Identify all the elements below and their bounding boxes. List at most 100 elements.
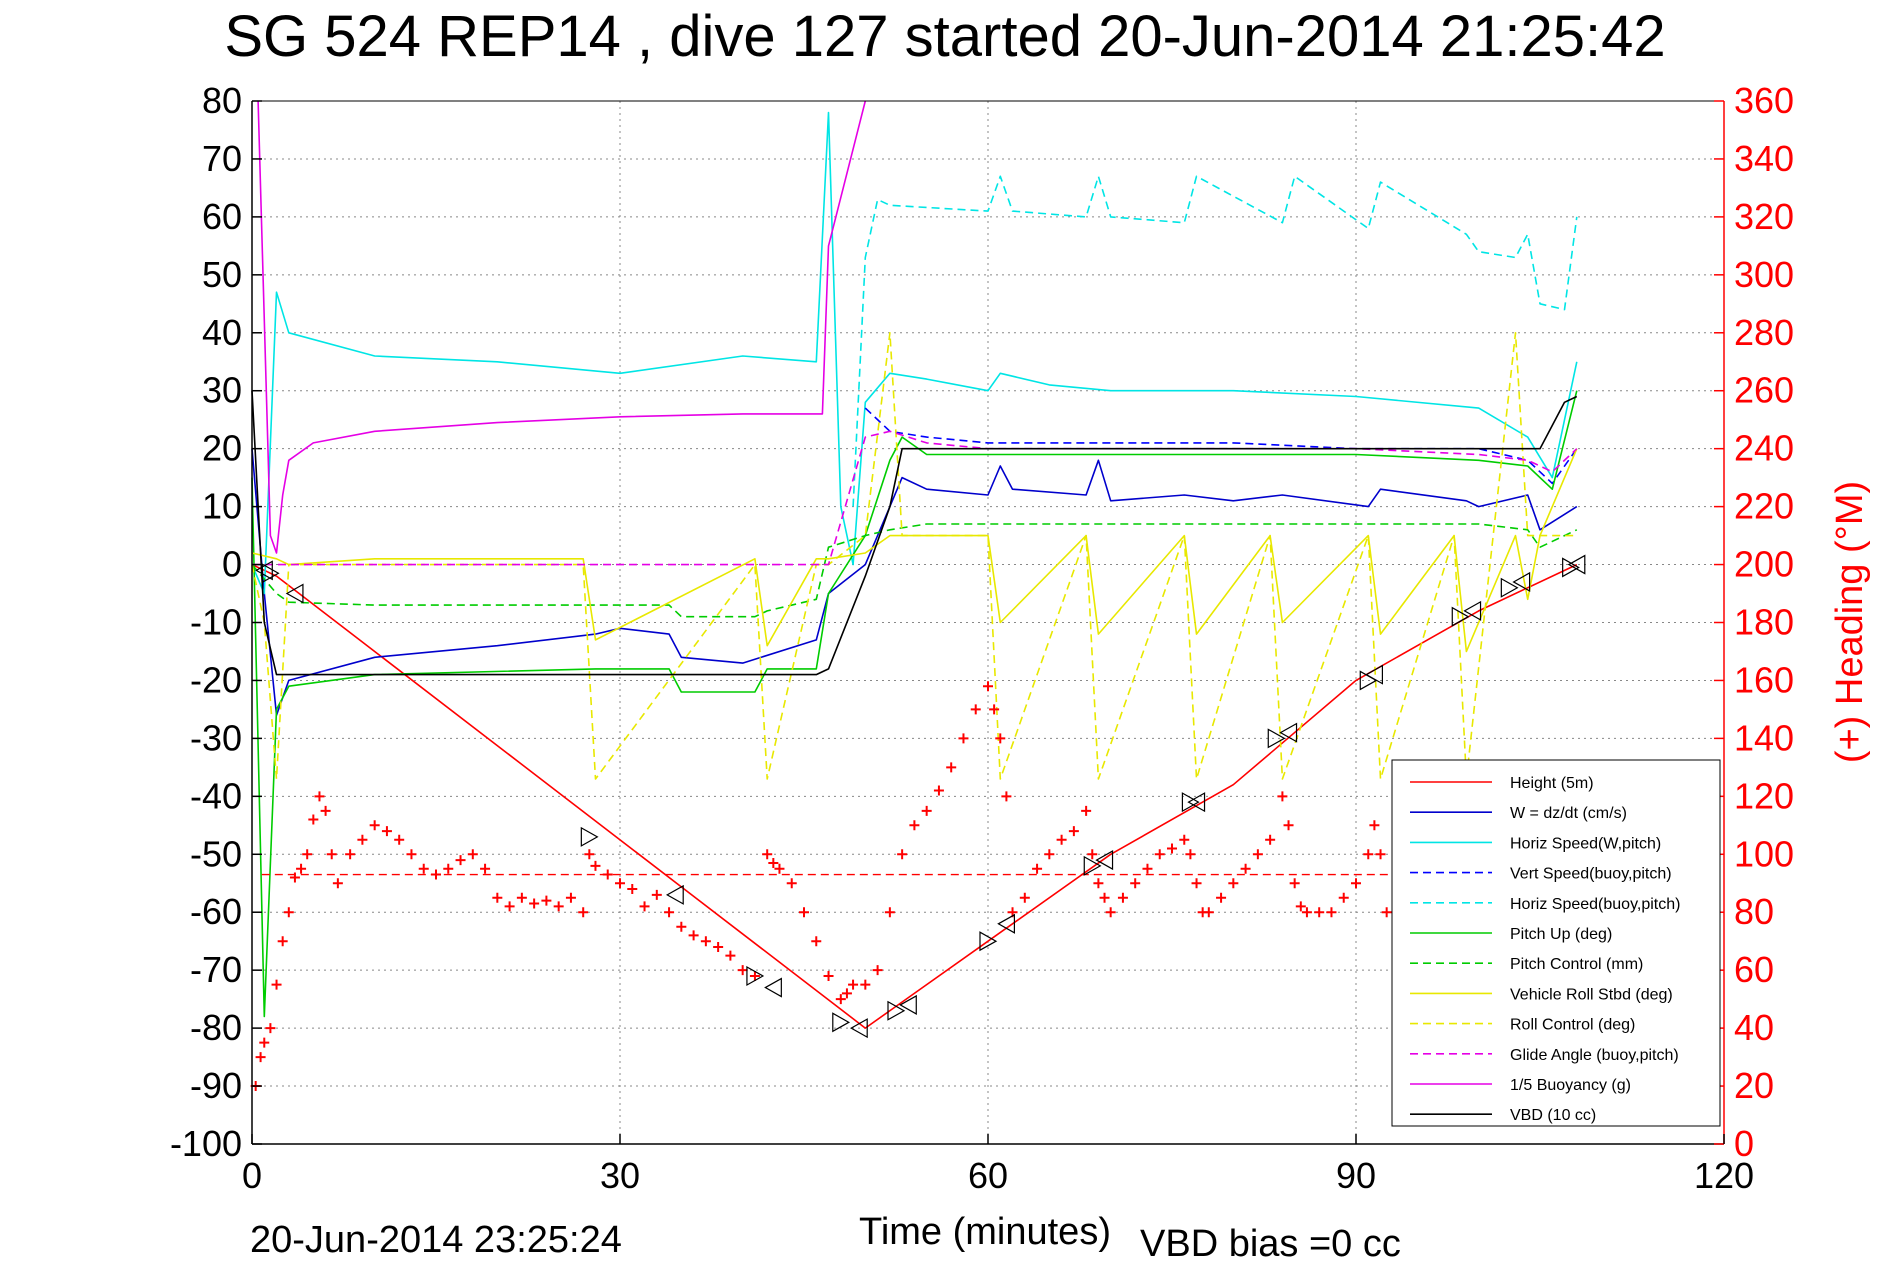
tick-label-left: 80 [202,80,242,121]
heading-point [1019,892,1030,903]
heading-point [255,1052,266,1063]
heading-point [995,733,1006,744]
heading-point [1326,907,1337,918]
heading-point [970,704,981,715]
waypoint-marker [764,977,782,998]
heading-point [1203,907,1214,918]
waypoint-marker [665,884,684,905]
legend-box [1391,759,1721,1127]
heading-point [1295,901,1306,912]
waypoint-marker [1083,855,1102,876]
heading-point [308,814,319,825]
legend-label-4: Vert Speed(buoy,pitch) [1510,866,1672,883]
heading-point [345,849,356,860]
heading-point [762,849,773,860]
heading-point [749,970,760,981]
heading-point [320,805,331,816]
tick-label-right: 20 [1734,1065,1774,1106]
heading-point [1228,878,1239,889]
legend-label-6: Pitch Up (deg) [1510,926,1612,943]
footer-timestamp: 20-Jun-2014 23:25:24 [250,1219,622,1261]
tick-label-x: 0 [242,1155,262,1196]
tick-label-left: -50 [190,833,242,874]
heading-point [700,936,711,947]
legend-label-11: 1/5 Buoyancy (g) [1510,1077,1631,1094]
heading-point [1375,849,1386,860]
heading-point [369,820,380,831]
heading-point [418,863,429,874]
heading-point [688,930,699,941]
series-line-5 [852,175,1578,507]
heading-point [1338,892,1349,903]
heading-point [1179,834,1190,845]
waypoint-marker [285,583,304,604]
waypoint-marker [746,965,765,986]
tick-label-left: -20 [190,659,242,700]
heading-point [897,849,908,860]
waypoint-marker [1463,600,1482,621]
tick-label-right: 340 [1734,138,1794,179]
heading-point [848,979,859,990]
heading-point [302,849,313,860]
right-axis-label: (+) Heading (°M) [1829,481,1871,763]
tick-label-right: 240 [1734,428,1794,469]
tick-label-left: -100 [170,1123,242,1164]
heading-point [725,950,736,961]
heading-point [381,826,392,837]
waypoint-marker [1267,728,1286,749]
heading-point [1093,878,1104,889]
heading-point [860,979,871,990]
waypoint-markers [255,554,1586,1039]
heading-point [1351,878,1361,889]
heading-point [933,785,944,796]
legend: Height (5m) W = dz/dt (cm/s) Horiz Speed(W… [1391,759,1721,1127]
heading-point [578,907,589,918]
heading-point [1191,878,1202,889]
series-layer [251,100,1578,1029]
heading-point [1044,849,1055,860]
heading-point [326,849,337,860]
heading-point [1216,892,1227,903]
heading-point [627,884,638,895]
legend-label-2: W = dz/dt (cm/s) [1510,805,1627,822]
heading-point [492,892,503,903]
heading-layer [250,681,1590,1092]
x-axis-ticks: 0 30 60 90 120 [242,1134,1754,1196]
tick-label-right: 120 [1734,775,1794,816]
waypoint-marker [1181,792,1200,813]
tick-label-left: 0 [222,544,242,585]
tick-label-x: 120 [1694,1155,1754,1196]
heading-point [1068,826,1079,837]
heading-point [1185,849,1196,860]
heading-point [529,898,540,909]
tick-label-x: 60 [968,1155,1008,1196]
heading-point [786,878,797,889]
series-line-3 [251,111,1578,595]
series-line-6 [251,390,1578,1018]
heading-point [1240,863,1251,874]
heading-point [602,869,613,880]
heading-point [259,1037,270,1048]
tick-label-left: -80 [190,1007,242,1048]
waypoint-marker [832,1012,851,1033]
heading-point [651,889,662,900]
waypoint-marker [1567,554,1586,575]
tick-label-left: -90 [190,1065,242,1106]
tick-label-left: 60 [202,196,242,237]
waypoint-marker [979,931,998,952]
waypoint-marker [1500,577,1519,598]
heading-point [480,863,491,874]
waypoint-marker [1279,722,1298,743]
heading-point [357,834,368,845]
tick-label-left: -40 [190,775,242,816]
waypoint-marker [1365,664,1383,685]
heading-point [1154,849,1165,860]
heading-point [1252,849,1263,860]
chart-title: SG 524 REP14 , dive 127 started 20-Jun-2… [224,4,1665,69]
heading-point [467,849,478,860]
waypoint-marker [261,563,280,584]
tick-label-left: 10 [202,486,242,527]
heading-point [1105,907,1116,918]
heading-point [664,907,675,918]
